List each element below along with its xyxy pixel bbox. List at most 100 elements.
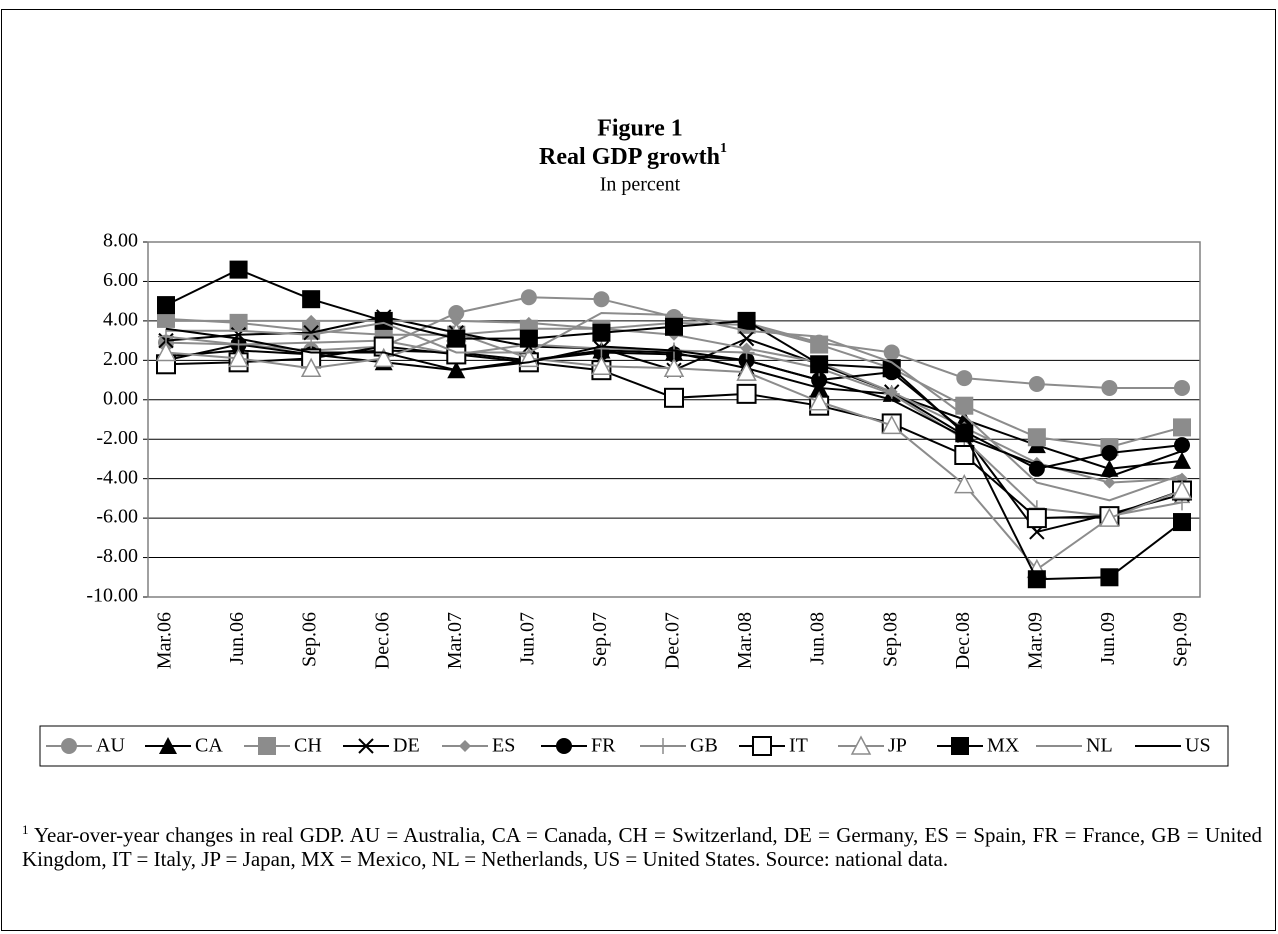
data-point [882, 359, 901, 378]
footnote: 1 Year-over-year changes in real GDP. AU… [22, 818, 1262, 871]
legend-marker [752, 736, 772, 756]
data-point [232, 314, 245, 327]
data-point [954, 473, 975, 494]
data-point [1100, 459, 1119, 477]
x-tick-label: Mar.09 [1024, 612, 1046, 669]
y-tick-label: -2.00 [96, 427, 138, 449]
x-tick-label: Jun.07 [516, 612, 538, 665]
data-point [1027, 570, 1046, 589]
legend-label: CH [294, 735, 322, 757]
legend-entry: GB [640, 735, 718, 757]
x-tick-label: Jun.09 [1097, 612, 1119, 665]
data-point [1174, 379, 1190, 396]
data-point [302, 290, 321, 309]
data-point [448, 305, 465, 321]
data-point [663, 357, 685, 377]
x-tick-label: Dec.06 [371, 612, 393, 669]
data-point [592, 323, 611, 342]
x-tick-label: Sep.08 [879, 612, 901, 667]
legend-label: IT [789, 735, 808, 757]
legend-marker [258, 737, 276, 755]
footnote-text: Year-over-year changes in real GDP. AU =… [22, 823, 1262, 871]
y-tick-label: -4.00 [96, 466, 138, 488]
data-point [1174, 437, 1190, 454]
data-point [160, 314, 172, 327]
data-point [1026, 508, 1047, 529]
data-point [1173, 451, 1191, 469]
data-point [519, 329, 538, 348]
legend-label: ES [492, 735, 515, 757]
legend-label: US [1185, 735, 1211, 757]
x-tick-label: Mar.06 [154, 612, 176, 669]
data-point [1027, 428, 1046, 447]
legend-marker [459, 740, 471, 752]
y-tick-label: 2.00 [103, 348, 138, 370]
data-point [955, 410, 974, 428]
subtitle-note: 1 [720, 141, 727, 156]
legend-entry: JP [838, 735, 907, 757]
data-point [374, 311, 393, 330]
data-point [664, 387, 684, 408]
y-tick-label: -10.00 [86, 585, 138, 607]
x-tick-label: Dec.08 [952, 612, 974, 669]
legend-marker [159, 737, 177, 754]
unit-note: In percent [600, 174, 681, 196]
legend-entry: CH [244, 735, 322, 757]
data-point [1103, 476, 1116, 489]
legend-marker [61, 738, 77, 754]
legend-entry: FR [541, 735, 616, 757]
data-point [883, 344, 900, 361]
x-tick-label: Mar.08 [734, 612, 756, 669]
data-point [155, 341, 177, 362]
data-point [446, 344, 467, 365]
data-point [738, 330, 755, 347]
data-point [300, 357, 322, 377]
legend-label: GB [690, 735, 718, 757]
data-point [955, 424, 974, 443]
subtitle-text: Real GDP growth [539, 144, 720, 170]
legend-marker [850, 735, 872, 755]
x-tick-label: Jun.08 [807, 612, 829, 665]
x-tick-label: Sep.09 [1170, 612, 1192, 667]
plot-frame [147, 241, 1201, 598]
legend-entry: AU [46, 735, 125, 757]
y-tick-label: 4.00 [103, 308, 138, 330]
data-point [593, 291, 610, 308]
data-point [665, 317, 683, 336]
footnote-mark: 1 [22, 822, 29, 837]
data-point [522, 316, 535, 329]
x-tick-label: Jun.06 [226, 612, 248, 665]
data-point [157, 296, 175, 315]
legend-entry: IT [739, 735, 808, 757]
legend-label: FR [591, 735, 616, 757]
data-point [1100, 568, 1119, 587]
legend-marker [655, 738, 671, 754]
series-line [165, 327, 1183, 478]
data-point [736, 361, 757, 381]
legend-box [39, 725, 1229, 767]
data-point [520, 289, 537, 306]
data-point [738, 344, 755, 361]
data-point [591, 355, 612, 375]
data-point [955, 396, 974, 415]
data-point [1173, 418, 1191, 437]
data-point [1099, 507, 1120, 527]
x-tick-label: Dec.07 [662, 612, 684, 669]
data-point [810, 335, 829, 354]
data-point [1101, 379, 1118, 396]
legend-label: NL [1086, 735, 1113, 757]
data-point [737, 311, 756, 330]
legend-marker [556, 738, 572, 754]
x-tick-label: Sep.07 [589, 612, 611, 667]
data-point [881, 414, 902, 435]
legend-label: CA [195, 735, 223, 757]
data-point [1171, 479, 1193, 500]
legend-entry: ES [442, 735, 515, 757]
data-point [228, 347, 249, 368]
legend-label: JP [888, 735, 907, 757]
chart-title: Figure 1 [597, 116, 683, 142]
data-point [736, 383, 757, 404]
x-tick-label: Mar.07 [444, 612, 466, 669]
